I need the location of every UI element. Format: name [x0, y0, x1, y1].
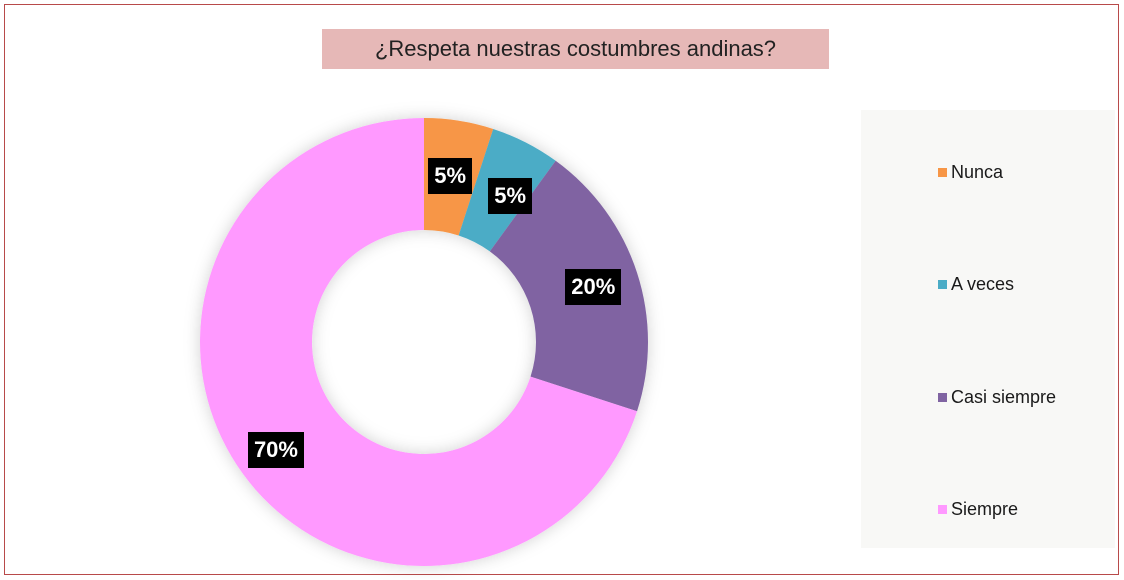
legend-item-nunca: Nunca — [938, 162, 1003, 182]
legend-swatch-a-veces — [938, 279, 947, 289]
data-label-nunca: 5% — [428, 158, 473, 195]
data-label-siempre: 70% — [247, 431, 304, 468]
legend-swatch-nunca — [938, 167, 947, 177]
legend-label-casi-siempre: Casi siempre — [951, 386, 1057, 407]
legend-item-casi-siempre: Casi siempre — [938, 387, 1056, 407]
data-label-a-veces: 5% — [488, 178, 533, 215]
legend-item-siempre: Siempre — [938, 499, 1018, 519]
chart-title: ¿Respeta nuestras costumbres andinas? — [322, 29, 829, 69]
donut-slices — [200, 118, 649, 566]
slice-siempre — [200, 118, 638, 566]
legend-label-siempre: Siempre — [951, 498, 1019, 519]
legend-swatch-siempre — [938, 504, 947, 514]
legend-label-nunca: Nunca — [951, 161, 1004, 182]
legend-item-a-veces: A veces — [938, 274, 1014, 294]
data-label-casi-siempre: 20% — [565, 268, 622, 305]
legend-swatch-casi-siempre — [938, 392, 947, 402]
legend-label-a-veces: A veces — [951, 273, 1015, 294]
legend: Nunca A veces Casi siempre Siempre — [861, 110, 1115, 548]
